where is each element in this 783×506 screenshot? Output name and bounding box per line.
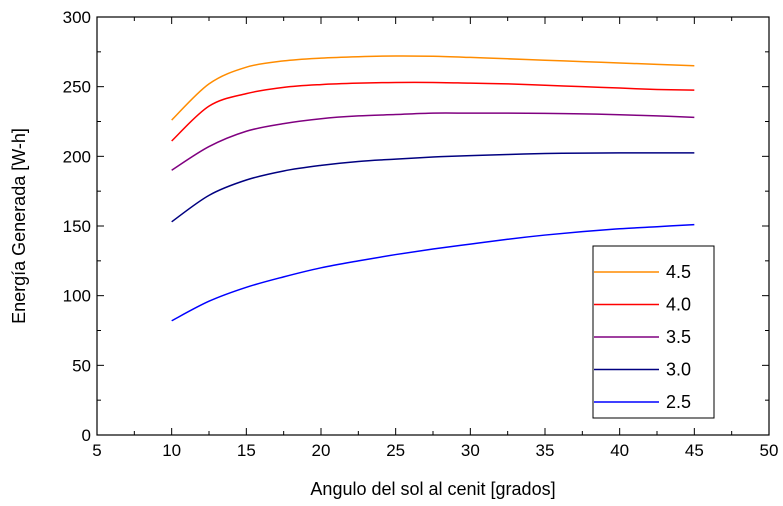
x-axis-title: Angulo del sol al cenit [grados] xyxy=(310,479,555,499)
series-line-3.5 xyxy=(171,112,695,171)
x-tick-label: 30 xyxy=(461,441,480,460)
y-tick-label: 300 xyxy=(63,8,91,27)
y-tick-label: 0 xyxy=(82,426,91,445)
series-line-2.5 xyxy=(171,223,695,322)
y-tick-label: 200 xyxy=(63,147,91,166)
legend-items: 4.5 4.0 3.5 3.0 2.5 xyxy=(594,262,691,412)
y-axis-title: Energía Generada [W-h] xyxy=(9,128,29,324)
y-tick-label: 50 xyxy=(72,356,91,375)
y-tick-label: 250 xyxy=(63,78,91,97)
x-tick-label: 20 xyxy=(312,441,331,460)
legend-label: 2.5 xyxy=(666,392,691,412)
x-tick-label: 45 xyxy=(685,441,704,460)
legend-label: 3.5 xyxy=(666,327,691,347)
legend-box xyxy=(592,245,715,419)
x-tick-label: 5 xyxy=(92,441,101,460)
legend-label: 3.0 xyxy=(666,360,691,380)
y-tick-label: 100 xyxy=(63,287,91,306)
x-tick-label: 15 xyxy=(237,441,256,460)
y-tick-label: 150 xyxy=(63,217,91,236)
series-line-4.5 xyxy=(171,55,695,121)
x-tick-label: 25 xyxy=(386,441,405,460)
series-line-4.0 xyxy=(171,81,695,142)
x-tick-label: 50 xyxy=(760,441,779,460)
legend-label: 4.5 xyxy=(666,262,691,282)
x-tick-label: 35 xyxy=(536,441,555,460)
axis-ticks xyxy=(96,16,770,436)
axis-tick-labels: 5 10 15 20 25 30 35 40 45 50 0 50 100 150 200 250 300 xyxy=(63,8,779,460)
legend-label: 4.0 xyxy=(666,295,691,315)
x-tick-label: 40 xyxy=(610,441,629,460)
x-tick-label: 10 xyxy=(162,441,181,460)
series-lines xyxy=(171,55,695,322)
series-line-3.0 xyxy=(171,152,695,223)
legend: 4.5 4.0 3.5 3.0 2.5 xyxy=(592,245,715,419)
